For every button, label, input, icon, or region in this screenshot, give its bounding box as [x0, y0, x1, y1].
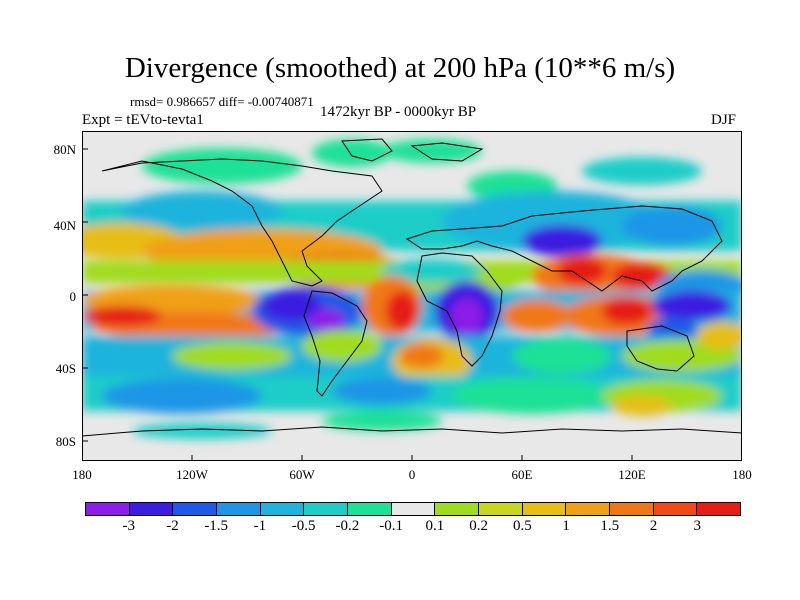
lat-label-0: 0: [69, 289, 77, 304]
lon-label-60e: 60E: [511, 467, 533, 482]
colorbar-swatch: [304, 503, 349, 515]
colorbar-swatch: [391, 503, 436, 515]
colorbar-swatch: [260, 503, 305, 515]
colorbar-swatch: [435, 503, 480, 515]
season-label: DJF: [711, 112, 737, 128]
lon-label-0: 0: [408, 467, 416, 482]
colorbar-swatch: [610, 503, 654, 515]
colorbar-label: 2: [649, 518, 658, 534]
lon-label-120e: 120E: [618, 467, 646, 482]
lon-label-180w: 180: [72, 467, 92, 482]
coastlines: [82, 138, 742, 437]
colorbar-swatch: [173, 503, 218, 515]
colorbar-label: 0.5: [512, 518, 532, 534]
colorbar-swatch: [348, 503, 392, 515]
divergence-field: [82, 139, 742, 439]
colorbar: [85, 502, 741, 516]
colorbar-label: -0.1: [379, 518, 403, 534]
lat-label-80n: 80N: [53, 142, 76, 157]
colorbar-label: 0.1: [425, 518, 445, 534]
rmsd-diff-stats: rmsd= 0.986657 diff= -0.00740871: [130, 94, 314, 109]
colorbar-swatch: [522, 503, 567, 515]
divergence-map: [82, 131, 742, 461]
axis-ticks: [82, 148, 633, 461]
page-title: Divergence (smoothed) at 200 hPa (10**6 …: [124, 52, 676, 84]
colorbar-swatch: [697, 503, 741, 515]
colorbar-swatch: [479, 503, 523, 515]
lon-label-60w: 60W: [289, 467, 315, 482]
lat-label-40s: 40S: [55, 361, 76, 376]
colorbar-swatch: [653, 503, 698, 515]
colorbar-swatch: [566, 503, 611, 515]
colorbar-label: 3: [693, 518, 702, 534]
colorbar-label: -2: [166, 518, 179, 534]
lon-label-180e: 180: [732, 467, 752, 482]
colorbar-label: -1: [253, 518, 267, 534]
colorbar-label: 0.2: [469, 518, 488, 534]
colorbar-swatch: [217, 503, 261, 515]
colorbar-label: -1.5: [204, 518, 229, 534]
colorbar-swatch: [86, 503, 130, 515]
lat-label-40n: 40N: [53, 218, 76, 233]
colorbar-label: 1: [562, 518, 570, 534]
colorbar-label: -3: [122, 518, 135, 534]
colorbar-swatch: [129, 503, 174, 515]
colorbar-label: -0.2: [335, 518, 360, 534]
period-label: 1472kyr BP - 0000kyr BP: [320, 104, 477, 120]
colorbar-label: 1.5: [600, 518, 620, 534]
colorbar-label: -0.5: [291, 518, 316, 534]
experiment-label: Expt = tEVto-tevta1: [82, 112, 204, 128]
lon-label-120w: 120W: [176, 467, 208, 482]
lat-label-80s: 80S: [55, 434, 76, 449]
